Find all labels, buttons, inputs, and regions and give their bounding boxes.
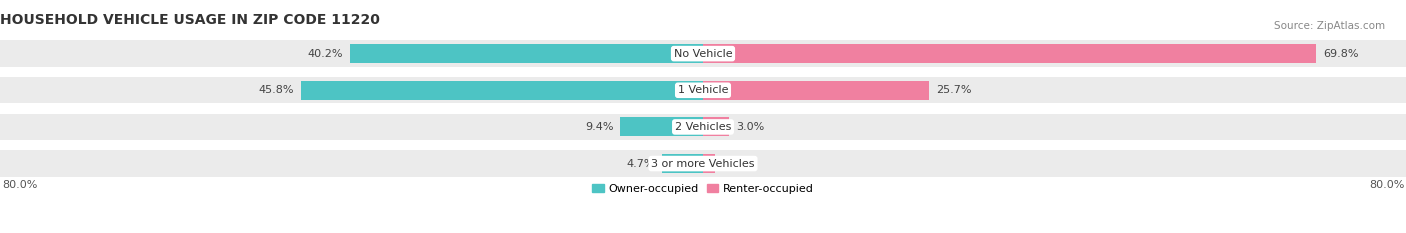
Bar [703,81,929,100]
Bar [703,154,716,173]
Bar [0,114,1406,140]
Bar [301,81,703,100]
Text: 25.7%: 25.7% [936,85,972,95]
Bar [703,44,1316,63]
Text: 3.0%: 3.0% [737,122,765,132]
Text: HOUSEHOLD VEHICLE USAGE IN ZIP CODE 11220: HOUSEHOLD VEHICLE USAGE IN ZIP CODE 1122… [0,13,380,27]
Bar [0,150,1406,177]
Bar [350,44,703,63]
Text: 69.8%: 69.8% [1323,49,1358,59]
Text: 1.4%: 1.4% [723,159,751,168]
Text: 1 Vehicle: 1 Vehicle [678,85,728,95]
Text: 80.0%: 80.0% [1369,180,1405,190]
Text: 9.4%: 9.4% [585,122,613,132]
Bar [620,117,703,137]
Bar [703,117,730,137]
Text: 40.2%: 40.2% [308,49,343,59]
Text: 2 Vehicles: 2 Vehicles [675,122,731,132]
Bar [0,77,1406,103]
Bar [0,40,1406,67]
Text: Source: ZipAtlas.com: Source: ZipAtlas.com [1274,21,1385,31]
Text: 45.8%: 45.8% [259,85,294,95]
Text: No Vehicle: No Vehicle [673,49,733,59]
Text: 3 or more Vehicles: 3 or more Vehicles [651,159,755,168]
Legend: Owner-occupied, Renter-occupied: Owner-occupied, Renter-occupied [588,180,818,199]
Text: 4.7%: 4.7% [626,159,655,168]
Bar [662,154,703,173]
Text: 80.0%: 80.0% [1,180,37,190]
